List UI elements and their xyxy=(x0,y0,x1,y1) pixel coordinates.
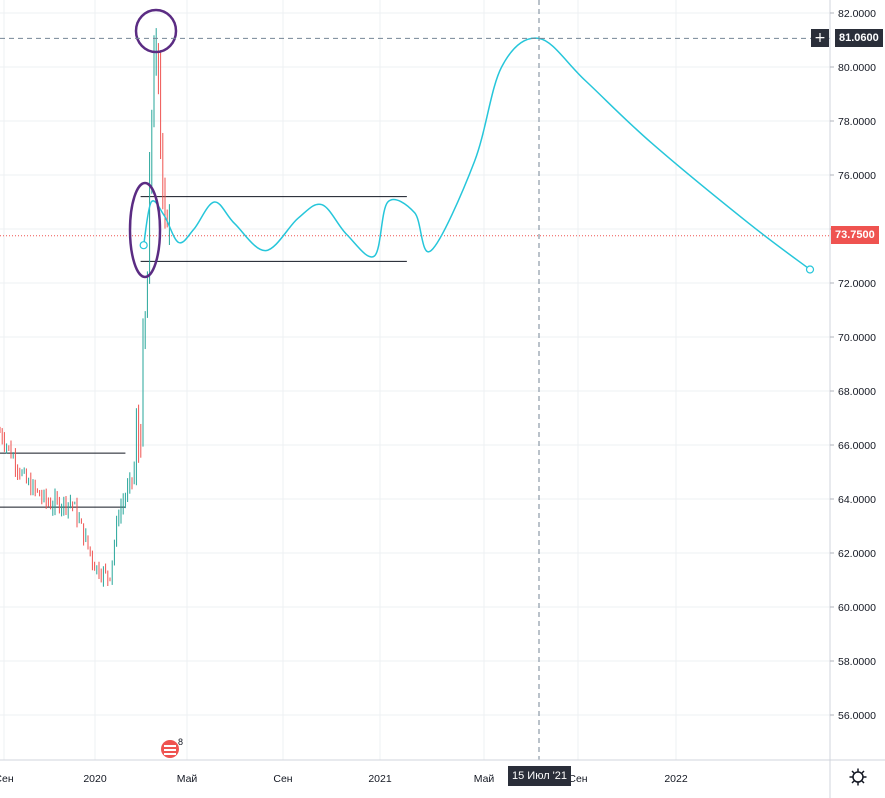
price-tick-label: 82.0000 xyxy=(838,8,876,20)
event-count: 8 xyxy=(178,737,183,747)
price-tick-label: 60.0000 xyxy=(838,602,876,614)
time-tick-label: Сен xyxy=(568,773,587,785)
projection-start-point xyxy=(139,241,148,250)
price-tick-label: 70.0000 xyxy=(838,332,876,344)
price-tick-label: 80.0000 xyxy=(838,62,876,74)
time-tick-label: Май xyxy=(474,773,495,785)
last-price-label: 73.7500 xyxy=(831,226,879,244)
price-tick-label: 56.0000 xyxy=(838,710,876,722)
crosshair-date-label: 15 Июл '21 xyxy=(508,766,572,786)
price-tick-label: 78.0000 xyxy=(838,116,876,128)
annotations xyxy=(128,8,178,279)
price-tick-label: 66.0000 xyxy=(838,440,876,452)
price-tick-label: 58.0000 xyxy=(838,656,876,668)
earnings-flag-icon[interactable]: 8 xyxy=(159,736,191,760)
add-alert-button[interactable]: + xyxy=(811,29,829,47)
crosshair-price-label: 81.0600 xyxy=(835,29,883,47)
time-tick-label: Сен xyxy=(0,773,14,785)
price-tick-label: 68.0000 xyxy=(838,386,876,398)
crosshair xyxy=(0,0,830,760)
price-tick-label: 76.0000 xyxy=(838,170,876,182)
price-tick-label: 72.0000 xyxy=(838,278,876,290)
time-tick-label: Сен xyxy=(273,773,292,785)
candles xyxy=(0,28,830,587)
annotation-ellipse-mid xyxy=(128,181,162,279)
annotation-ellipse-top xyxy=(134,8,178,54)
projection-path xyxy=(142,37,811,271)
grid-lines xyxy=(0,0,830,760)
price-tick-label: 62.0000 xyxy=(838,548,876,560)
horizontal-levels xyxy=(0,196,407,508)
time-tick-label: 2020 xyxy=(83,773,107,785)
time-tick-label: 2022 xyxy=(664,773,688,785)
time-tick-label: Май xyxy=(177,773,198,785)
projection-curve xyxy=(139,37,815,274)
projection-end-point xyxy=(805,265,815,274)
gear-icon[interactable] xyxy=(848,767,868,787)
price-tick-label: 64.0000 xyxy=(838,494,876,506)
time-tick-label: 2021 xyxy=(368,773,392,785)
